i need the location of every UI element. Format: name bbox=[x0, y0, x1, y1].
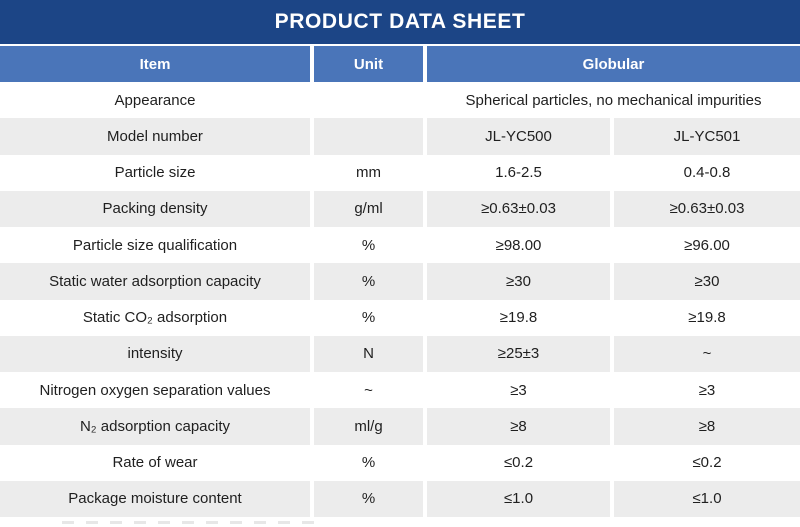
header-globular: Globular bbox=[427, 46, 800, 82]
value-cell-yc500: JL-YC500 bbox=[427, 118, 614, 155]
unit-cell: mm bbox=[314, 154, 427, 191]
cutoff-next-row bbox=[0, 517, 800, 527]
unit-cell: % bbox=[314, 263, 427, 300]
table-row: Appearance Spherical particles, no mechan… bbox=[0, 82, 800, 119]
table-row: N₂ adsorption capacity ml/g ≥8 ≥8 bbox=[0, 408, 800, 445]
unit-cell: N bbox=[314, 335, 427, 372]
value-cell-yc501: ≥0.63±0.03 bbox=[614, 190, 800, 227]
value-cell-yc500: ≥3 bbox=[427, 372, 614, 409]
value-cell-yc501: ~ bbox=[614, 335, 800, 372]
item-cell: Appearance bbox=[0, 82, 314, 119]
table-row: Model number JL-YC500 JL-YC501 bbox=[0, 118, 800, 155]
title-banner: PRODUCT DATA SHEET bbox=[0, 0, 800, 44]
table-header-row: Item Unit Globular bbox=[0, 46, 800, 82]
unit-cell: % bbox=[314, 299, 427, 336]
unit-cell: % bbox=[314, 480, 427, 517]
unit-cell: % bbox=[314, 444, 427, 481]
item-cell: Particle size bbox=[0, 154, 314, 191]
unit-cell bbox=[314, 118, 427, 155]
unit-cell: g/ml bbox=[314, 190, 427, 227]
item-cell: Model number bbox=[0, 118, 314, 155]
value-cell-yc501: 0.4-0.8 bbox=[614, 154, 800, 191]
table-row: intensity N ≥25±3 ~ bbox=[0, 335, 800, 372]
page-title: PRODUCT DATA SHEET bbox=[274, 10, 526, 33]
value-cell-yc500: ≥8 bbox=[427, 408, 614, 445]
value-cell-yc501: ≥19.8 bbox=[614, 299, 800, 336]
table-body: Appearance Spherical particles, no mechan… bbox=[0, 82, 800, 517]
item-cell: N₂ adsorption capacity bbox=[0, 408, 314, 445]
value-cell-yc500: 1.6-2.5 bbox=[427, 154, 614, 191]
value-cell-yc501: ≥3 bbox=[614, 372, 800, 409]
table-row: Particle size qualification% ≥98.00 ≥96.00 bbox=[0, 227, 800, 264]
table-row: Rate of wear% ≤0.2 ≤0.2 bbox=[0, 444, 800, 481]
value-cell-yc500: ≥30 bbox=[427, 263, 614, 300]
item-cell: Package moisture content bbox=[0, 480, 314, 517]
value-cell-yc500: ≥19.8 bbox=[427, 299, 614, 336]
table-row: Particle size mm 1.6-2.5 0.4-0.8 bbox=[0, 154, 800, 191]
value-cell-yc500: ≤1.0 bbox=[427, 480, 614, 517]
item-cell: Particle size qualification bbox=[0, 227, 314, 264]
value-cell-yc500: ≥98.00 bbox=[427, 227, 614, 264]
value-cell-yc500: ≤0.2 bbox=[427, 444, 614, 481]
value-cell-yc500: ≥25±3 bbox=[427, 335, 614, 372]
unit-cell: ~ bbox=[314, 372, 427, 409]
unit-cell: ml/g bbox=[314, 408, 427, 445]
value-cell-yc501: ≥96.00 bbox=[614, 227, 800, 264]
item-cell: Nitrogen oxygen separation values bbox=[0, 372, 314, 409]
value-cell-yc501: ≥30 bbox=[614, 263, 800, 300]
unit-cell: % bbox=[314, 227, 427, 264]
value-cell-yc501: ≥8 bbox=[614, 408, 800, 445]
item-cell: Rate of wear bbox=[0, 444, 314, 481]
value-cell-yc501: JL-YC501 bbox=[614, 118, 800, 155]
table-row: Package moisture content% ≤1.0 ≤1.0 bbox=[0, 480, 800, 517]
item-cell: Packing density bbox=[0, 190, 314, 227]
header-unit: Unit bbox=[314, 46, 427, 82]
item-cell: Static water adsorption capacity bbox=[0, 263, 314, 300]
value-cell-yc500: ≥0.63±0.03 bbox=[427, 190, 614, 227]
item-cell: intensity bbox=[0, 335, 314, 372]
table-row: Packing density g/ml ≥0.63±0.03 ≥0.63±0.03 bbox=[0, 190, 800, 227]
value-span-cell: Spherical particles, no mechanical impur… bbox=[427, 82, 800, 119]
item-cell: Static CO₂ adsorption bbox=[0, 299, 314, 336]
value-cell-yc501: ≤0.2 bbox=[614, 444, 800, 481]
table-row: Nitrogen oxygen separation values ~ ≥3 ≥3 bbox=[0, 372, 800, 409]
header-item: Item bbox=[0, 46, 314, 82]
unit-cell bbox=[314, 82, 427, 119]
table-row: Static CO₂ adsorption% ≥19.8 ≥19.8 bbox=[0, 299, 800, 336]
banner-divider bbox=[0, 44, 800, 46]
value-cell-yc501: ≤1.0 bbox=[614, 480, 800, 517]
cutoff-text-fragment bbox=[62, 521, 324, 524]
table-row: Static water adsorption capacity% ≥30 ≥30 bbox=[0, 263, 800, 300]
